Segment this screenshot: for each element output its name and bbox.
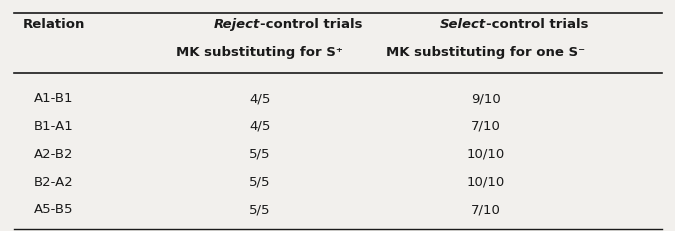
Text: MK substituting for S⁺: MK substituting for S⁺ <box>176 46 344 58</box>
Text: MK substituting for one S⁻: MK substituting for one S⁻ <box>386 46 585 58</box>
Text: Select: Select <box>439 18 486 31</box>
Text: A1-B1: A1-B1 <box>34 92 74 105</box>
Text: A2-B2: A2-B2 <box>34 147 74 160</box>
Text: -control trials: -control trials <box>486 18 589 31</box>
Text: 5/5: 5/5 <box>249 175 271 188</box>
Text: 4/5: 4/5 <box>249 92 271 105</box>
Text: 7/10: 7/10 <box>471 203 501 216</box>
Text: 7/10: 7/10 <box>471 119 501 132</box>
Text: 5/5: 5/5 <box>249 203 271 216</box>
Text: B1-A1: B1-A1 <box>34 119 74 132</box>
Text: 10/10: 10/10 <box>467 175 505 188</box>
Text: 9/10: 9/10 <box>471 92 501 105</box>
Text: Reject: Reject <box>213 18 260 31</box>
Text: B2-A2: B2-A2 <box>34 175 74 188</box>
Text: A5-B5: A5-B5 <box>34 203 74 216</box>
Text: -control trials: -control trials <box>260 18 362 31</box>
Text: 4/5: 4/5 <box>249 119 271 132</box>
Text: Relation: Relation <box>23 18 85 31</box>
Text: 10/10: 10/10 <box>467 147 505 160</box>
Text: 5/5: 5/5 <box>249 147 271 160</box>
